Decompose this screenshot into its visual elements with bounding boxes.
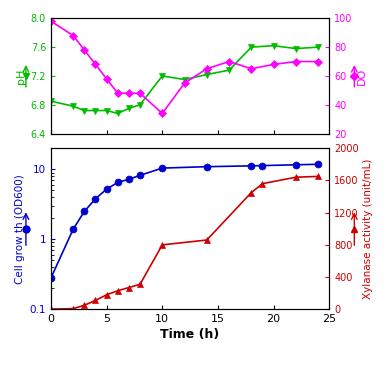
Y-axis label: DO: DO — [357, 67, 367, 85]
Y-axis label: Cell grow th (OD600): Cell grow th (OD600) — [15, 174, 25, 284]
Y-axis label: pH: pH — [16, 68, 26, 84]
X-axis label: Time (h): Time (h) — [160, 328, 220, 341]
Y-axis label: Xylanase activity (unit/mL): Xylanase activity (unit/mL) — [363, 158, 373, 299]
